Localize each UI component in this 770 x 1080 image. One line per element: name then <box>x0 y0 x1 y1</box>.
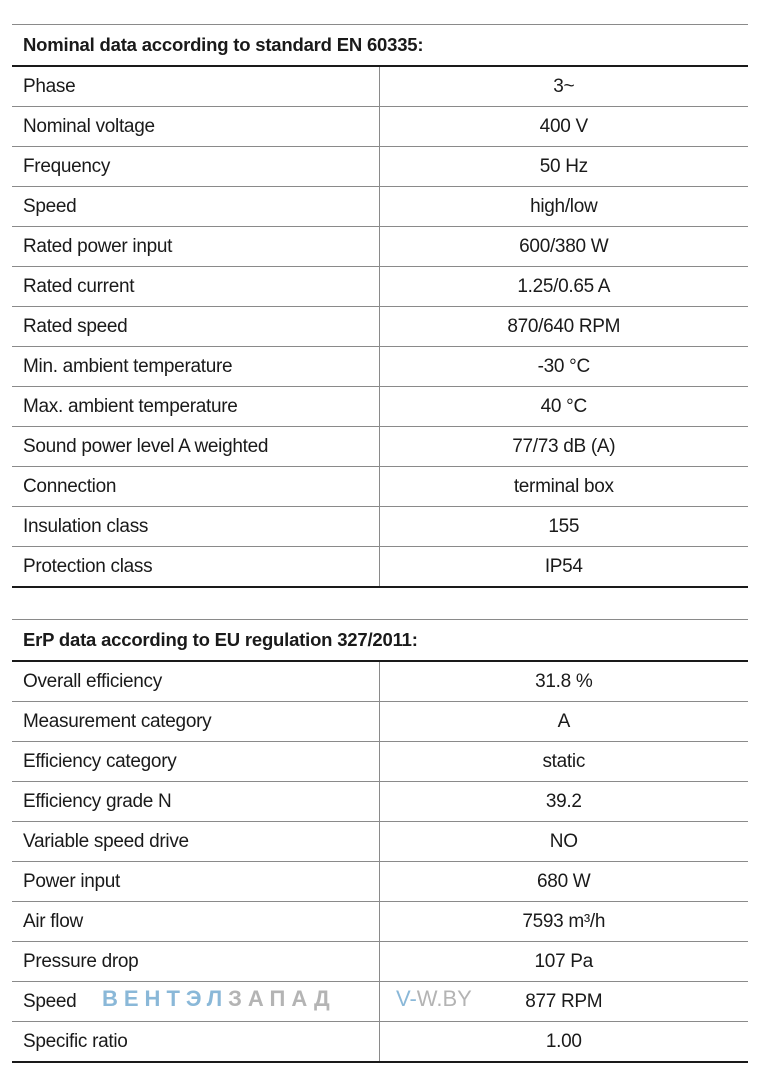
row-label: Variable speed drive <box>12 821 379 862</box>
row-label: Power input <box>12 861 379 902</box>
row-label: Min. ambient temperature <box>12 346 379 387</box>
row-value: static <box>378 741 748 782</box>
table-row: Max. ambient temperature 40 °C <box>12 386 749 427</box>
row-label: Max. ambient temperature <box>12 386 379 427</box>
table-row: Rated power input 600/380 W <box>12 226 749 267</box>
row-label: Speed <box>12 186 379 227</box>
row-label: Efficiency grade N <box>12 781 379 822</box>
row-value: 77/73 dB (A) <box>378 426 749 467</box>
row-value: 1.25/0.65 A <box>378 266 749 307</box>
row-label: Phase <box>12 66 379 107</box>
nominal-heading: Nominal data according to standard EN 60… <box>12 24 749 67</box>
nominal-data-table: Nominal data according to standard EN 60… <box>12 24 749 588</box>
row-value: A <box>378 701 748 742</box>
table-row: Sound power level A weighted 77/73 dB (A… <box>12 426 749 467</box>
table-row: Measurement category A <box>12 701 748 742</box>
table-row: Variable speed drive NO <box>12 821 748 862</box>
table-row: Specific ratio 1.00 <box>12 1021 748 1063</box>
row-label: Rated current <box>12 266 379 307</box>
table-row: Protection class IP54 <box>12 546 749 588</box>
row-value: 31.8 % <box>378 661 748 702</box>
table-row: Overall efficiency 31.8 % <box>12 661 748 702</box>
row-label: Air flow <box>12 901 379 942</box>
row-value: 870/640 RPM <box>378 306 749 347</box>
row-value: 107 Pa <box>378 941 748 982</box>
table-row: Frequency 50 Hz <box>12 146 749 187</box>
row-value: high/low <box>378 186 749 227</box>
table-row: Power input 680 W <box>12 861 748 902</box>
row-label: Specific ratio <box>12 1021 379 1063</box>
row-value: 680 W <box>378 861 748 902</box>
row-value: terminal box <box>378 466 749 507</box>
row-value: 3~ <box>378 66 749 107</box>
row-label: Protection class <box>12 546 379 588</box>
table-row: Phase 3~ <box>12 66 749 107</box>
table-row: Efficiency category static <box>12 741 748 782</box>
row-value: 50 Hz <box>378 146 749 187</box>
row-label: Connection <box>12 466 379 507</box>
table-row: Min. ambient temperature -30 °C <box>12 346 749 387</box>
row-label: Rated speed <box>12 306 379 347</box>
row-value: 39.2 <box>378 781 748 822</box>
table-row: Pressure drop 107 Pa <box>12 941 748 982</box>
row-value: 400 V <box>378 106 749 147</box>
erp-heading: ErP data according to EU regulation 327/… <box>12 619 748 662</box>
row-label: Pressure drop <box>12 941 379 982</box>
table-row: Insulation class 155 <box>12 506 749 547</box>
row-value: 7593 m³/h <box>378 901 748 942</box>
table-row: Efficiency grade N 39.2 <box>12 781 748 822</box>
row-value: -30 °C <box>378 346 749 387</box>
row-label: Sound power level A weighted <box>12 426 379 467</box>
table-row: Rated speed 870/640 RPM <box>12 306 749 347</box>
row-label: Measurement category <box>12 701 379 742</box>
table-row: Connection terminal box <box>12 466 749 507</box>
table-header-row: ErP data according to EU regulation 327/… <box>12 619 748 662</box>
table-row: Speed 877 RPM <box>12 981 748 1022</box>
table-header-row: Nominal data according to standard EN 60… <box>12 24 749 67</box>
row-label: Rated power input <box>12 226 379 267</box>
row-label: Nominal voltage <box>12 106 379 147</box>
row-label: Overall efficiency <box>12 661 379 702</box>
row-value: 600/380 W <box>378 226 749 267</box>
row-value: 877 RPM <box>378 981 748 1022</box>
erp-data-table: ErP data according to EU regulation 327/… <box>12 619 748 1063</box>
table-row: Speed high/low <box>12 186 749 227</box>
row-value: 40 °C <box>378 386 749 427</box>
row-label: Speed <box>12 981 379 1022</box>
row-value: 1.00 <box>378 1021 748 1063</box>
row-value: NO <box>378 821 748 862</box>
table-row: Rated current 1.25/0.65 A <box>12 266 749 307</box>
table-row: Nominal voltage 400 V <box>12 106 749 147</box>
table-row: Air flow 7593 m³/h <box>12 901 748 942</box>
row-value: IP54 <box>378 546 749 588</box>
row-label: Efficiency category <box>12 741 379 782</box>
row-label: Frequency <box>12 146 379 187</box>
row-label: Insulation class <box>12 506 379 547</box>
row-value: 155 <box>378 506 749 547</box>
